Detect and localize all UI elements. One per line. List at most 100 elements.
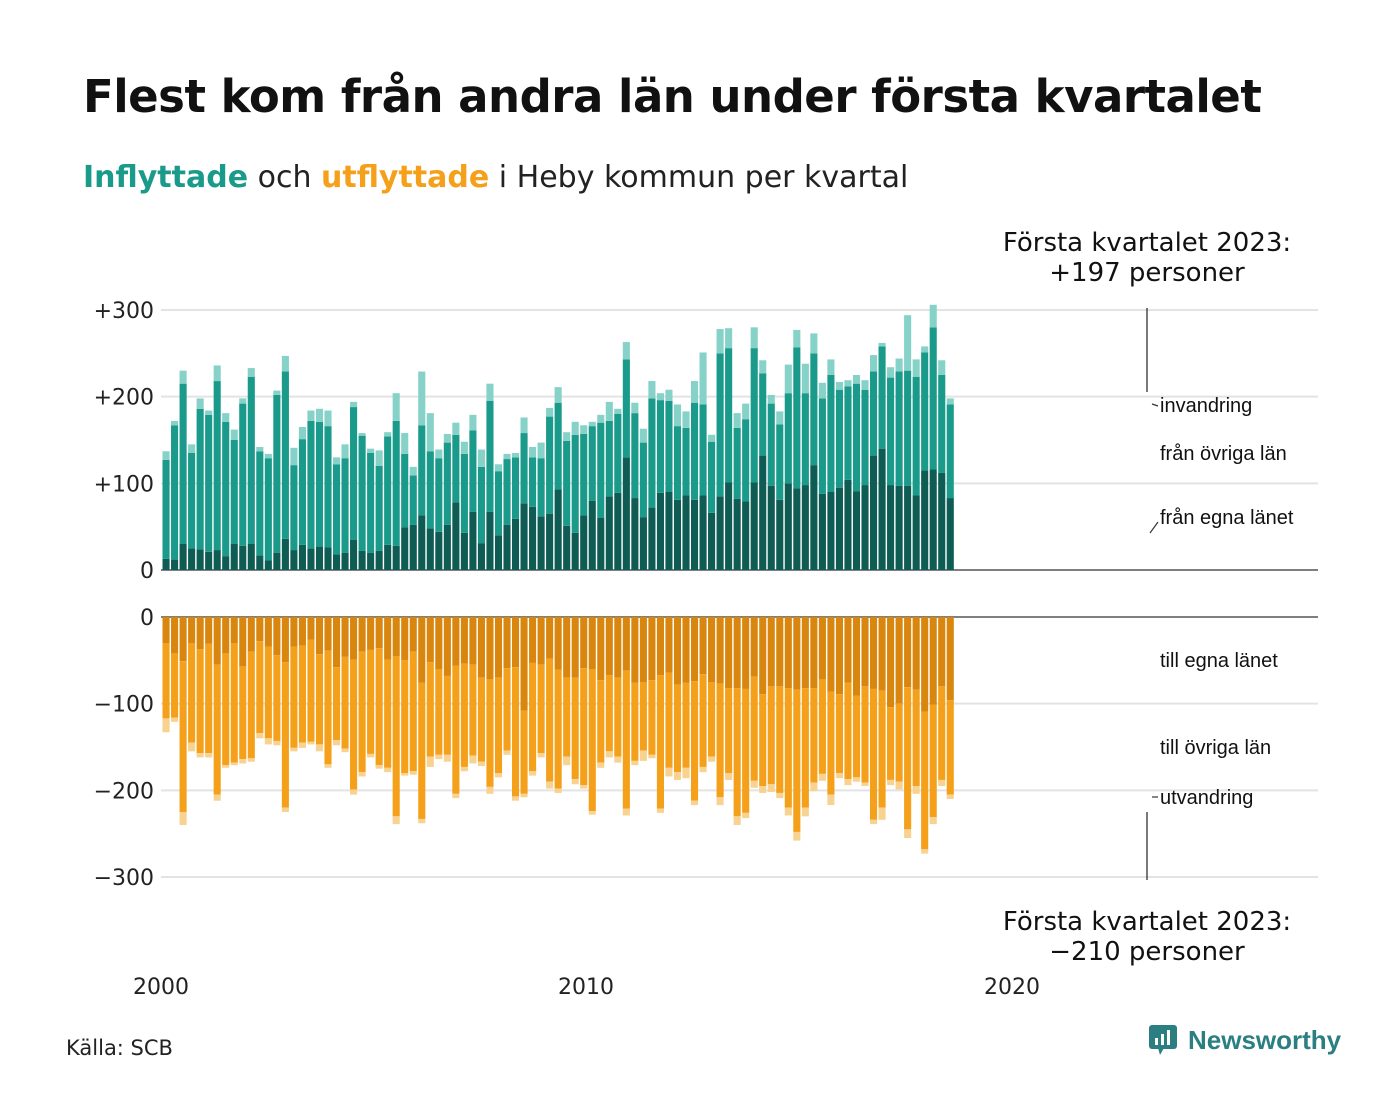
bar-out-emigration: [878, 807, 886, 820]
bar-in-own-county: [844, 479, 852, 570]
bar-in-other-counties: [460, 453, 468, 533]
bar-out-own-county: [597, 617, 605, 681]
bar-in-immigration: [171, 420, 179, 426]
bar-out-other-counties: [929, 704, 937, 818]
bar-out-own-county: [460, 617, 468, 664]
bar-out-own-county: [520, 617, 528, 711]
bar-in-own-county: [443, 524, 451, 570]
bar-out-own-county: [946, 617, 954, 701]
bar-out-other-counties: [273, 655, 281, 741]
bar-in-own-county: [375, 550, 383, 570]
bar-out-emigration: [597, 762, 605, 768]
bar-in-immigration: [665, 389, 673, 401]
bar-out-other-counties: [196, 649, 204, 754]
bar-out-own-county: [162, 617, 170, 643]
bar-in-immigration: [460, 441, 468, 454]
bar-out-emigration: [946, 794, 954, 799]
bar-out-own-county: [588, 617, 596, 669]
bar-out-emigration: [222, 765, 230, 768]
bar-out-emigration: [571, 779, 579, 785]
bar-out-other-counties: [247, 651, 255, 759]
bar-in-own-county: [290, 550, 298, 570]
bar-in-own-county: [460, 532, 468, 570]
bar-out-own-county: [341, 617, 349, 657]
bar-in-other-counties: [477, 466, 485, 544]
bar-in-other-counties: [247, 376, 255, 544]
bar-in-immigration: [256, 446, 264, 452]
bar-in-immigration: [750, 327, 758, 349]
bar-out-emigration: [750, 780, 758, 788]
bar-out-other-counties: [494, 677, 503, 773]
label-fran-egna-lanet: från egna länet: [1160, 507, 1294, 529]
bar-out-other-counties: [708, 682, 716, 757]
bar-in-own-county: [639, 517, 647, 570]
bar-in-own-county: [887, 485, 895, 570]
bar-out-other-counties: [298, 645, 306, 743]
bar-in-other-counties: [639, 442, 647, 518]
bar-out-emigration: [469, 755, 477, 764]
bar-out-own-county: [529, 617, 537, 663]
bar-in-own-county: [673, 499, 682, 570]
bar-in-immigration: [486, 383, 494, 401]
bar-out-other-counties: [443, 675, 451, 755]
bar-out-own-county: [682, 617, 690, 683]
bar-out-own-county: [929, 617, 937, 705]
bar-in-own-county: [162, 558, 170, 570]
bar-in-immigration: [511, 453, 520, 458]
bar-out-own-county: [733, 617, 741, 689]
bar-in-own-county: [690, 499, 699, 570]
bar-out-own-county: [222, 617, 230, 654]
bar-out-other-counties: [614, 677, 622, 757]
bar-out-own-county: [580, 617, 588, 669]
bar-out-emigration: [818, 773, 826, 781]
bar-in-own-county: [580, 515, 588, 570]
bar-out-own-county: [486, 617, 494, 680]
bar-in-immigration: [656, 393, 664, 401]
bar-out-emigration: [716, 797, 724, 806]
bar-out-emigration: [665, 767, 673, 777]
bar-in-immigration: [759, 360, 767, 374]
bar-in-own-county: [614, 492, 622, 570]
bar-in-own-county: [205, 551, 213, 570]
bar-in-own-county: [929, 469, 937, 570]
bar-out-other-counties: [230, 643, 238, 763]
bar-out-own-county: [537, 617, 545, 665]
bar-out-emigration: [273, 740, 281, 746]
bar-in-other-counties: [494, 471, 503, 536]
bar-out-emigration: [699, 766, 707, 773]
bar-out-other-counties: [648, 680, 656, 755]
bar-in-immigration: [588, 421, 596, 427]
bar-out-own-county: [844, 617, 852, 683]
bar-out-own-county: [784, 617, 792, 689]
bar-in-other-counties: [784, 393, 792, 484]
bar-out-emigration: [580, 785, 588, 789]
bar-out-emigration: [324, 764, 332, 768]
bar-out-own-county: [742, 617, 750, 689]
bar-out-own-county: [938, 617, 946, 687]
bar-out-own-county: [827, 617, 835, 692]
bar-in-immigration: [844, 380, 852, 387]
bar-in-other-counties: [656, 400, 664, 493]
bar-out-emigration: [375, 765, 383, 769]
bar-out-emigration: [264, 738, 272, 745]
bar-out-own-county: [307, 617, 315, 640]
bar-out-emigration: [733, 816, 741, 825]
bar-in-immigration: [554, 387, 562, 403]
bar-in-immigration: [895, 358, 903, 372]
bar-in-other-counties: [486, 401, 494, 512]
bar-out-emigration: [827, 794, 835, 806]
bar-out-emigration: [162, 718, 170, 733]
bar-in-other-counties: [588, 426, 596, 501]
bar-out-own-county: [921, 617, 929, 712]
top-y-tick-label: +100: [94, 472, 154, 497]
bar-in-other-counties: [887, 377, 895, 486]
bar-in-immigration: [264, 453, 272, 459]
bar-in-immigration: [384, 432, 392, 437]
bar-out-other-counties: [656, 675, 664, 809]
bar-out-emigration: [247, 758, 255, 762]
bar-out-emigration: [452, 793, 460, 799]
bar-in-other-counties: [307, 420, 315, 549]
bar-in-other-counties: [298, 439, 306, 545]
bar-out-own-county: [350, 617, 358, 660]
bar-out-other-counties: [315, 654, 324, 745]
